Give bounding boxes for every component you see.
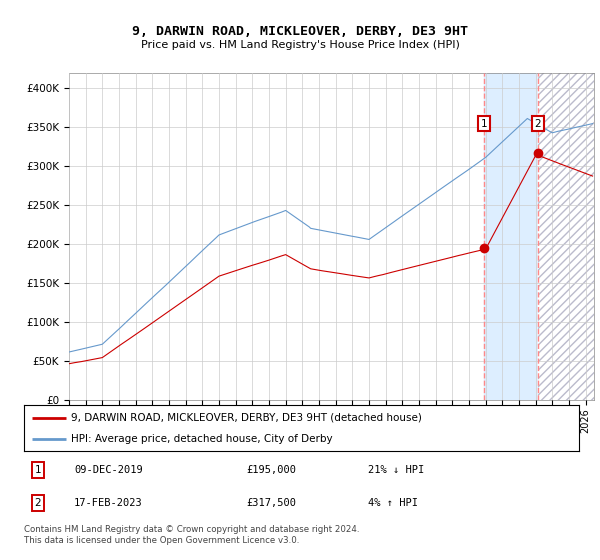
Text: 9, DARWIN ROAD, MICKLEOVER, DERBY, DE3 9HT (detached house): 9, DARWIN ROAD, MICKLEOVER, DERBY, DE3 9… xyxy=(71,413,422,423)
Bar xyxy=(484,73,538,400)
Bar xyxy=(538,73,594,400)
Text: 17-FEB-2023: 17-FEB-2023 xyxy=(74,498,143,507)
Text: £317,500: £317,500 xyxy=(246,498,296,507)
Text: Contains HM Land Registry data © Crown copyright and database right 2024.
This d: Contains HM Land Registry data © Crown c… xyxy=(24,525,359,545)
Text: 4% ↑ HPI: 4% ↑ HPI xyxy=(368,498,418,507)
Bar xyxy=(538,73,594,400)
Text: £195,000: £195,000 xyxy=(246,465,296,475)
Text: 9, DARWIN ROAD, MICKLEOVER, DERBY, DE3 9HT: 9, DARWIN ROAD, MICKLEOVER, DERBY, DE3 9… xyxy=(132,25,468,38)
Text: 2: 2 xyxy=(35,498,41,507)
Text: Price paid vs. HM Land Registry's House Price Index (HPI): Price paid vs. HM Land Registry's House … xyxy=(140,40,460,50)
Text: HPI: Average price, detached house, City of Derby: HPI: Average price, detached house, City… xyxy=(71,435,333,444)
Text: 09-DEC-2019: 09-DEC-2019 xyxy=(74,465,143,475)
Text: 1: 1 xyxy=(481,119,488,128)
Text: 2: 2 xyxy=(535,119,541,128)
Text: 21% ↓ HPI: 21% ↓ HPI xyxy=(368,465,424,475)
Text: 1: 1 xyxy=(35,465,41,475)
